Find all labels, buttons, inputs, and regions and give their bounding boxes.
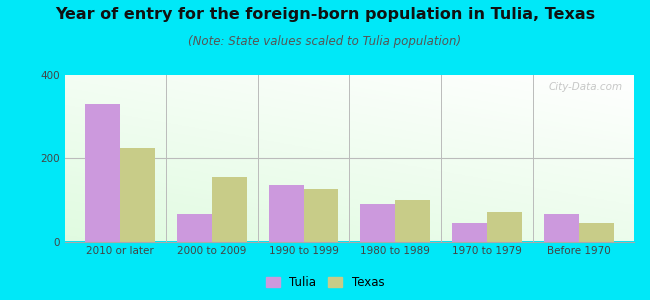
- Legend: Tulia, Texas: Tulia, Texas: [261, 272, 389, 294]
- Bar: [268, 185, 304, 242]
- Bar: [120, 148, 155, 242]
- Bar: [452, 223, 487, 242]
- Bar: [85, 104, 120, 242]
- Bar: [487, 212, 522, 242]
- Bar: [395, 200, 430, 242]
- Text: Year of entry for the foreign-born population in Tulia, Texas: Year of entry for the foreign-born popul…: [55, 8, 595, 22]
- Bar: [304, 190, 339, 242]
- Bar: [578, 223, 614, 242]
- Bar: [544, 214, 578, 242]
- Bar: [212, 177, 246, 242]
- Bar: [177, 214, 212, 242]
- Text: (Note: State values scaled to Tulia population): (Note: State values scaled to Tulia popu…: [188, 34, 462, 47]
- Text: City-Data.com: City-Data.com: [548, 82, 623, 92]
- Bar: [360, 204, 395, 242]
